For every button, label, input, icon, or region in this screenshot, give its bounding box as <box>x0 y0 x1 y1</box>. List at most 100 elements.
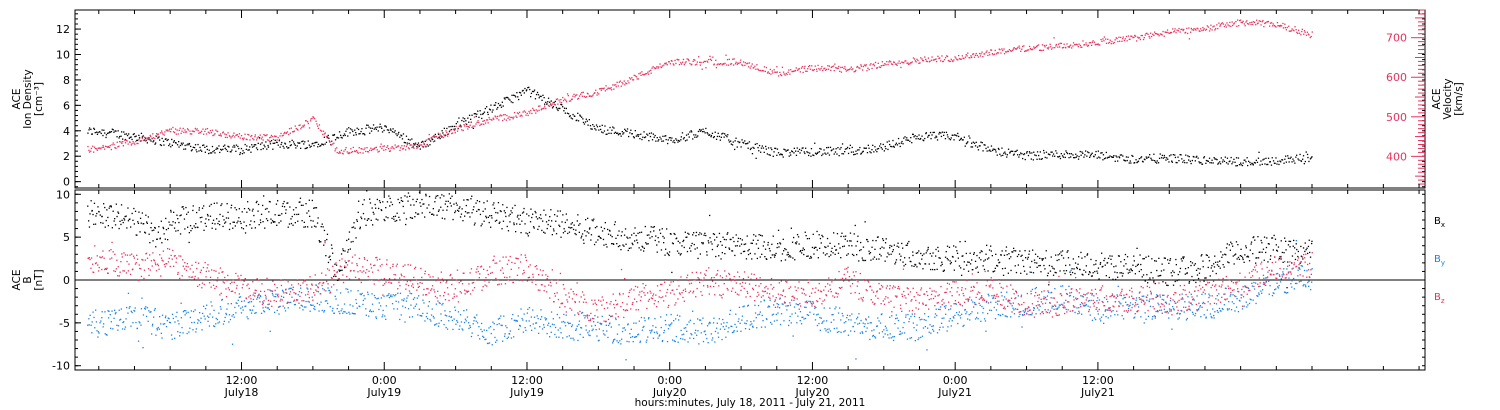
data-point <box>662 140 665 142</box>
data-point <box>232 227 234 229</box>
data-point <box>504 114 506 116</box>
data-point <box>399 219 401 221</box>
data-point <box>1173 31 1175 33</box>
data-point <box>772 72 774 74</box>
data-point <box>711 132 714 134</box>
data-point <box>1110 263 1113 265</box>
data-point <box>1003 152 1005 154</box>
data-point <box>924 137 926 140</box>
data-point <box>1108 276 1110 279</box>
data-point <box>519 325 521 327</box>
data-point <box>454 306 456 308</box>
data-point <box>321 223 323 225</box>
data-point <box>943 270 945 272</box>
data-point <box>165 217 167 220</box>
data-point <box>1158 157 1161 159</box>
data-point <box>439 197 441 199</box>
data-point <box>371 207 373 209</box>
data-point <box>948 60 950 62</box>
data-point <box>1307 156 1309 159</box>
data-point <box>1276 22 1279 24</box>
data-point <box>483 329 485 331</box>
data-point <box>1081 257 1083 259</box>
data-point <box>319 145 321 147</box>
data-point <box>292 224 294 226</box>
data-point <box>1289 157 1291 160</box>
data-point <box>457 128 459 130</box>
data-point <box>1304 250 1306 253</box>
data-point <box>1172 154 1174 156</box>
data-point <box>238 305 240 307</box>
data-point <box>985 147 987 150</box>
data-point <box>704 132 706 134</box>
data-point <box>403 145 405 147</box>
data-point <box>1046 275 1049 277</box>
data-point <box>675 138 677 140</box>
data-point <box>87 132 89 134</box>
data-point <box>867 240 869 243</box>
data-point <box>1044 257 1047 259</box>
data-point <box>1276 249 1278 251</box>
data-point <box>253 305 255 307</box>
data-point <box>691 242 693 245</box>
data-point <box>825 153 827 155</box>
data-point <box>1252 164 1254 166</box>
data-point <box>241 211 243 213</box>
data-point <box>452 128 455 131</box>
data-point <box>905 244 907 246</box>
data-point <box>533 227 535 229</box>
data-point <box>1249 249 1251 251</box>
data-point <box>441 194 443 196</box>
data-point <box>572 228 575 231</box>
data-point <box>615 237 617 239</box>
data-point <box>275 135 277 138</box>
data-point <box>474 125 476 127</box>
data-point <box>865 65 867 67</box>
data-point <box>116 324 118 326</box>
data-point <box>877 147 880 150</box>
data-point <box>1242 257 1244 259</box>
data-point <box>1134 273 1136 275</box>
data-point <box>781 253 784 255</box>
data-point <box>373 148 375 150</box>
data-point <box>286 131 289 133</box>
data-point <box>990 49 992 51</box>
data-point <box>673 232 675 235</box>
data-point <box>610 132 612 134</box>
data-point <box>100 222 102 224</box>
data-point <box>1271 157 1273 159</box>
data-point <box>453 203 455 205</box>
data-point <box>910 260 912 263</box>
data-point <box>182 311 185 313</box>
data-point <box>770 257 772 259</box>
data-point <box>138 211 140 213</box>
data-point <box>327 287 329 289</box>
data-point <box>918 250 920 252</box>
data-point <box>299 201 301 203</box>
data-point <box>720 63 722 65</box>
data-point <box>710 59 713 62</box>
data-point <box>367 291 369 293</box>
data-point <box>475 202 477 204</box>
data-point <box>1172 284 1175 286</box>
data-point <box>1229 21 1231 24</box>
data-point <box>490 215 493 217</box>
data-point <box>110 131 113 133</box>
data-point <box>1050 256 1052 258</box>
data-point <box>352 226 355 228</box>
data-point <box>246 316 248 318</box>
data-point <box>245 138 247 140</box>
data-point <box>485 338 487 340</box>
data-point <box>128 133 130 135</box>
data-point <box>186 213 188 215</box>
data-point <box>815 153 818 155</box>
data-point <box>315 207 318 209</box>
data-point <box>185 310 187 312</box>
data-point <box>1023 270 1026 272</box>
data-point <box>412 298 415 300</box>
data-point <box>1149 37 1151 39</box>
data-point <box>909 62 912 64</box>
data-point <box>598 129 600 131</box>
data-point <box>696 136 698 138</box>
data-point <box>195 129 197 131</box>
